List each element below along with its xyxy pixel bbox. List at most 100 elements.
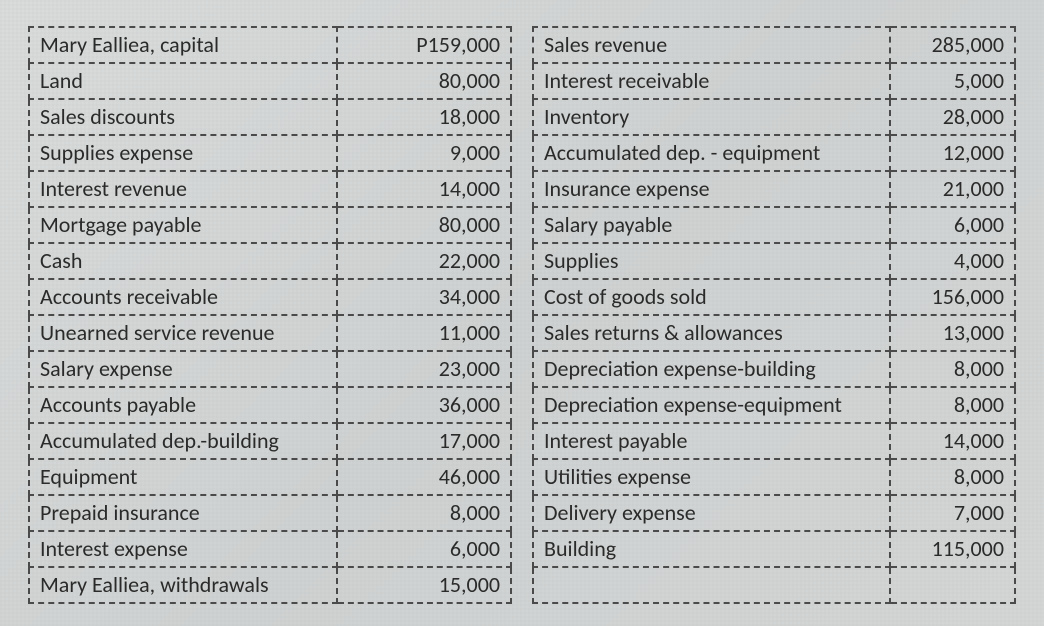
account-amount: P159,000 — [337, 27, 511, 63]
left-column: Mary Ealliea, capitalP159,000 Land80,000… — [28, 26, 512, 600]
table-row: Accounts receivable34,000 — [29, 279, 511, 315]
account-amount: 4,000 — [890, 243, 1015, 279]
table-row: Equipment46,000 — [29, 459, 511, 495]
table-row: Salary expense23,000 — [29, 351, 511, 387]
right-table: Sales revenue285,000 Interest receivable… — [532, 26, 1016, 604]
account-amount: 34,000 — [337, 279, 511, 315]
table-row: Building115,000 — [533, 531, 1015, 567]
table-row: Cash22,000 — [29, 243, 511, 279]
account-label: Supplies — [533, 243, 890, 279]
trial-balance-sheet: Mary Ealliea, capitalP159,000 Land80,000… — [0, 0, 1044, 626]
account-label: Mary Ealliea, capital — [29, 27, 337, 63]
account-amount: 9,000 — [337, 135, 511, 171]
account-amount: 115,000 — [890, 531, 1015, 567]
account-label: Accounts receivable — [29, 279, 337, 315]
table-row: Sales discounts18,000 — [29, 99, 511, 135]
table-row: Interest revenue14,000 — [29, 171, 511, 207]
account-label: Accumulated dep.-building — [29, 423, 337, 459]
account-label: Sales discounts — [29, 99, 337, 135]
account-amount: 8,000 — [890, 459, 1015, 495]
account-label — [533, 567, 890, 603]
account-amount: 21,000 — [890, 171, 1015, 207]
table-row: Mary Ealliea, withdrawals15,000 — [29, 567, 511, 603]
account-label: Building — [533, 531, 890, 567]
left-table: Mary Ealliea, capitalP159,000 Land80,000… — [28, 26, 512, 604]
account-amount: 6,000 — [890, 207, 1015, 243]
right-column: Sales revenue285,000 Interest receivable… — [532, 26, 1016, 600]
table-row: Sales revenue285,000 — [533, 27, 1015, 63]
account-label: Sales revenue — [533, 27, 890, 63]
table-row: Utilities expense8,000 — [533, 459, 1015, 495]
account-label: Depreciation expense-building — [533, 351, 890, 387]
account-label: Mary Ealliea, withdrawals — [29, 567, 337, 603]
account-amount: 6,000 — [337, 531, 511, 567]
account-amount: 46,000 — [337, 459, 511, 495]
account-amount: 80,000 — [337, 207, 511, 243]
account-label: Interest expense — [29, 531, 337, 567]
table-row — [533, 567, 1015, 603]
table-row: Accumulated dep. - equipment12,000 — [533, 135, 1015, 171]
account-amount: 8,000 — [890, 351, 1015, 387]
table-row: Depreciation expense-equipment8,000 — [533, 387, 1015, 423]
account-amount: 28,000 — [890, 99, 1015, 135]
account-label: Interest revenue — [29, 171, 337, 207]
table-row: Accumulated dep.-building17,000 — [29, 423, 511, 459]
table-row: Unearned service revenue11,000 — [29, 315, 511, 351]
table-row: Interest expense6,000 — [29, 531, 511, 567]
account-label: Depreciation expense-equipment — [533, 387, 890, 423]
table-row: Delivery expense7,000 — [533, 495, 1015, 531]
account-amount: 285,000 — [890, 27, 1015, 63]
account-label: Interest receivable — [533, 63, 890, 99]
account-amount: 80,000 — [337, 63, 511, 99]
account-label: Equipment — [29, 459, 337, 495]
account-label: Prepaid insurance — [29, 495, 337, 531]
account-label: Accumulated dep. - equipment — [533, 135, 890, 171]
account-label: Cash — [29, 243, 337, 279]
account-amount: 5,000 — [890, 63, 1015, 99]
account-label: Insurance expense — [533, 171, 890, 207]
account-amount — [890, 567, 1015, 603]
table-row: Sales returns & allowances13,000 — [533, 315, 1015, 351]
account-label: Utilities expense — [533, 459, 890, 495]
account-label: Mortgage payable — [29, 207, 337, 243]
account-amount: 18,000 — [337, 99, 511, 135]
account-label: Salary expense — [29, 351, 337, 387]
table-row: Depreciation expense-building8,000 — [533, 351, 1015, 387]
account-amount: 14,000 — [337, 171, 511, 207]
account-amount: 36,000 — [337, 387, 511, 423]
account-amount: 12,000 — [890, 135, 1015, 171]
account-label: Interest payable — [533, 423, 890, 459]
table-row: Inventory28,000 — [533, 99, 1015, 135]
account-label: Salary payable — [533, 207, 890, 243]
table-row: Interest receivable5,000 — [533, 63, 1015, 99]
account-amount: 23,000 — [337, 351, 511, 387]
table-row: Accounts payable36,000 — [29, 387, 511, 423]
account-amount: 22,000 — [337, 243, 511, 279]
account-label: Delivery expense — [533, 495, 890, 531]
table-row: Supplies4,000 — [533, 243, 1015, 279]
table-row: Mary Ealliea, capitalP159,000 — [29, 27, 511, 63]
account-label: Land — [29, 63, 337, 99]
account-label: Sales returns & allowances — [533, 315, 890, 351]
account-amount: 7,000 — [890, 495, 1015, 531]
account-label: Unearned service revenue — [29, 315, 337, 351]
account-amount: 8,000 — [337, 495, 511, 531]
table-row: Cost of goods sold156,000 — [533, 279, 1015, 315]
table-row: Land80,000 — [29, 63, 511, 99]
account-amount: 15,000 — [337, 567, 511, 603]
table-row: Interest payable14,000 — [533, 423, 1015, 459]
table-row: Supplies expense9,000 — [29, 135, 511, 171]
account-amount: 14,000 — [890, 423, 1015, 459]
account-amount: 13,000 — [890, 315, 1015, 351]
account-amount: 8,000 — [890, 387, 1015, 423]
account-label: Cost of goods sold — [533, 279, 890, 315]
account-label: Accounts payable — [29, 387, 337, 423]
table-row: Salary payable6,000 — [533, 207, 1015, 243]
account-label: Supplies expense — [29, 135, 337, 171]
account-amount: 156,000 — [890, 279, 1015, 315]
table-row: Prepaid insurance8,000 — [29, 495, 511, 531]
account-amount: 17,000 — [337, 423, 511, 459]
account-amount: 11,000 — [337, 315, 511, 351]
table-row: Mortgage payable80,000 — [29, 207, 511, 243]
account-label: Inventory — [533, 99, 890, 135]
